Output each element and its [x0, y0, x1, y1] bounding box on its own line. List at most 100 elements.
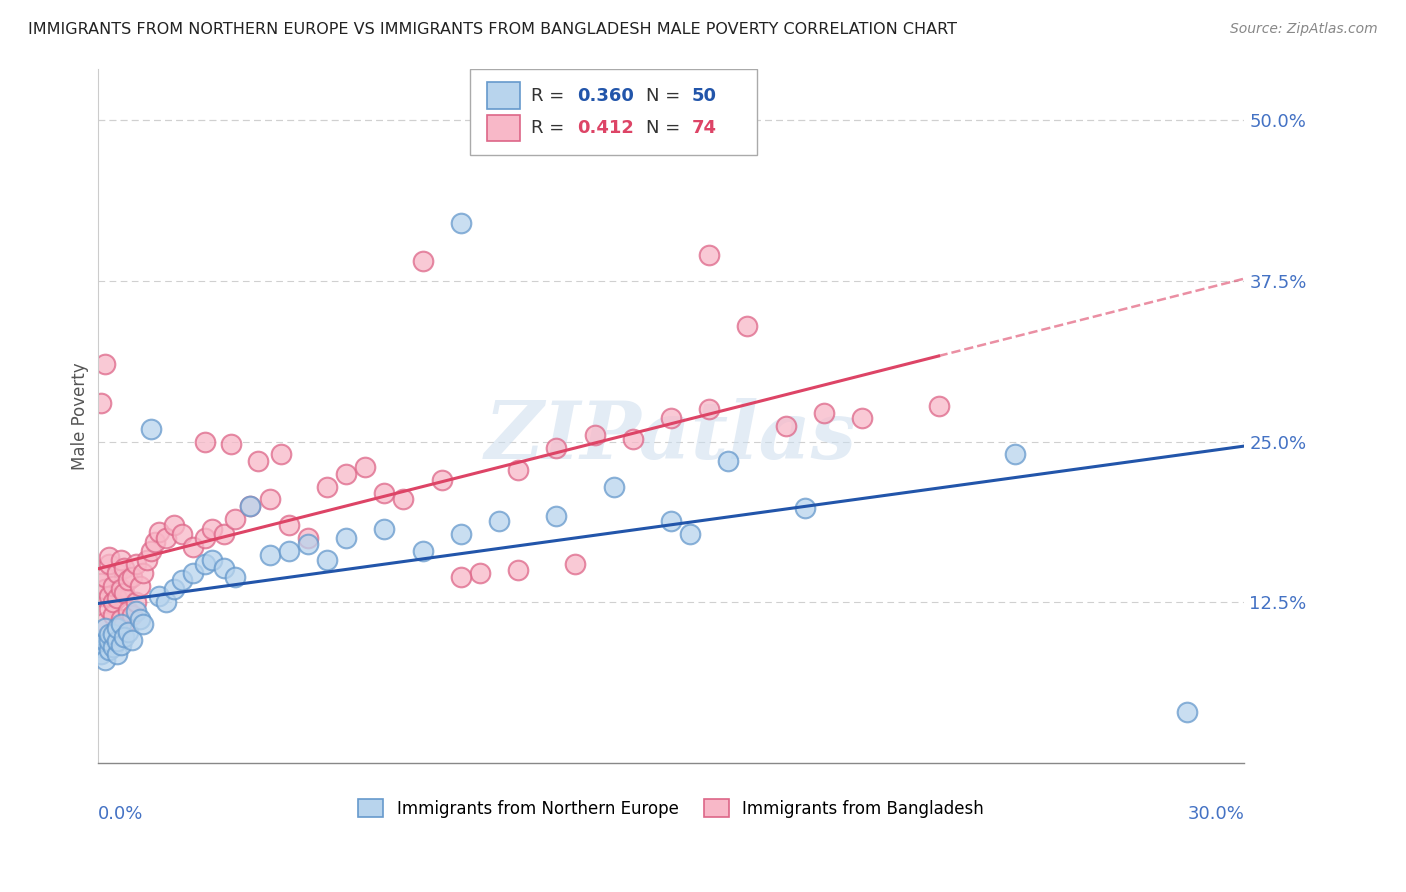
Point: [98, 601, 121, 615]
Point: [194, 531, 217, 545]
Text: N =: N =: [645, 120, 686, 137]
Point: [373, 522, 395, 536]
Point: [297, 537, 319, 551]
Point: [125, 557, 148, 571]
Point: [221, 437, 243, 451]
Point: [94, 653, 117, 667]
Point: [813, 406, 835, 420]
Point: [316, 479, 339, 493]
Point: [112, 586, 135, 600]
Point: [277, 544, 299, 558]
Point: [110, 638, 132, 652]
Point: [316, 553, 339, 567]
Point: [224, 512, 246, 526]
Point: [194, 557, 217, 571]
Text: ZIPatlas: ZIPatlas: [485, 398, 858, 475]
Point: [506, 463, 529, 477]
Point: [239, 499, 262, 513]
Point: [94, 621, 117, 635]
Point: [297, 531, 319, 545]
Text: Source: ZipAtlas.com: Source: ZipAtlas.com: [1230, 22, 1378, 37]
Point: [117, 604, 139, 618]
Point: [105, 621, 128, 635]
Point: [737, 318, 759, 333]
Point: [139, 544, 162, 558]
Point: [94, 582, 117, 597]
Point: [105, 591, 128, 606]
Point: [412, 254, 434, 268]
Legend: Immigrants from Northern Europe, Immigrants from Bangladesh: Immigrants from Northern Europe, Immigra…: [352, 793, 990, 824]
Bar: [488, 82, 520, 109]
Point: [117, 574, 139, 588]
Point: [201, 522, 224, 536]
Point: [121, 608, 143, 623]
Point: [143, 534, 166, 549]
Point: [851, 411, 873, 425]
Point: [90, 396, 112, 410]
Point: [98, 627, 121, 641]
Point: [132, 617, 155, 632]
Point: [112, 560, 135, 574]
Point: [101, 627, 124, 641]
Point: [110, 612, 132, 626]
Point: [98, 557, 121, 571]
Point: [90, 576, 112, 591]
Point: [105, 634, 128, 648]
Point: [98, 550, 121, 565]
Text: 74: 74: [692, 120, 717, 137]
Point: [335, 531, 357, 545]
Point: [117, 624, 139, 639]
Point: [105, 647, 128, 661]
Point: [546, 509, 568, 524]
Point: [506, 563, 529, 577]
Point: [105, 621, 128, 635]
Point: [392, 492, 415, 507]
Point: [259, 492, 281, 507]
Text: N =: N =: [645, 87, 686, 104]
Point: [717, 454, 740, 468]
Point: [450, 216, 472, 230]
Point: [136, 553, 159, 567]
Point: [121, 632, 143, 647]
Point: [212, 527, 235, 541]
Text: 0.412: 0.412: [576, 120, 634, 137]
Point: [1004, 447, 1026, 461]
Text: 0.360: 0.360: [576, 87, 634, 104]
Point: [148, 589, 170, 603]
Point: [94, 569, 117, 583]
Point: [775, 419, 797, 434]
Point: [602, 479, 624, 493]
Point: [105, 566, 128, 580]
Point: [125, 604, 148, 618]
Point: [94, 615, 117, 629]
Point: [112, 617, 135, 632]
Point: [259, 548, 281, 562]
Point: [488, 514, 510, 528]
Text: 50: 50: [692, 87, 717, 104]
Point: [128, 579, 150, 593]
Point: [98, 589, 121, 603]
Point: [139, 422, 162, 436]
Point: [94, 634, 117, 648]
Point: [110, 553, 132, 567]
Bar: [488, 115, 520, 142]
Point: [194, 434, 217, 449]
Point: [90, 640, 112, 655]
Point: [659, 411, 682, 425]
Point: [170, 527, 193, 541]
Point: [170, 574, 193, 588]
Point: [110, 582, 132, 597]
Point: [1175, 705, 1198, 719]
Point: [181, 566, 204, 580]
Point: [450, 569, 472, 583]
Point: [90, 589, 112, 603]
Point: [163, 518, 186, 533]
Point: [354, 460, 377, 475]
Point: [98, 643, 121, 657]
Point: [94, 357, 117, 371]
Point: [101, 608, 124, 623]
Point: [121, 569, 143, 583]
Point: [659, 514, 682, 528]
Point: [132, 566, 155, 580]
Text: 0.0%: 0.0%: [97, 805, 143, 822]
